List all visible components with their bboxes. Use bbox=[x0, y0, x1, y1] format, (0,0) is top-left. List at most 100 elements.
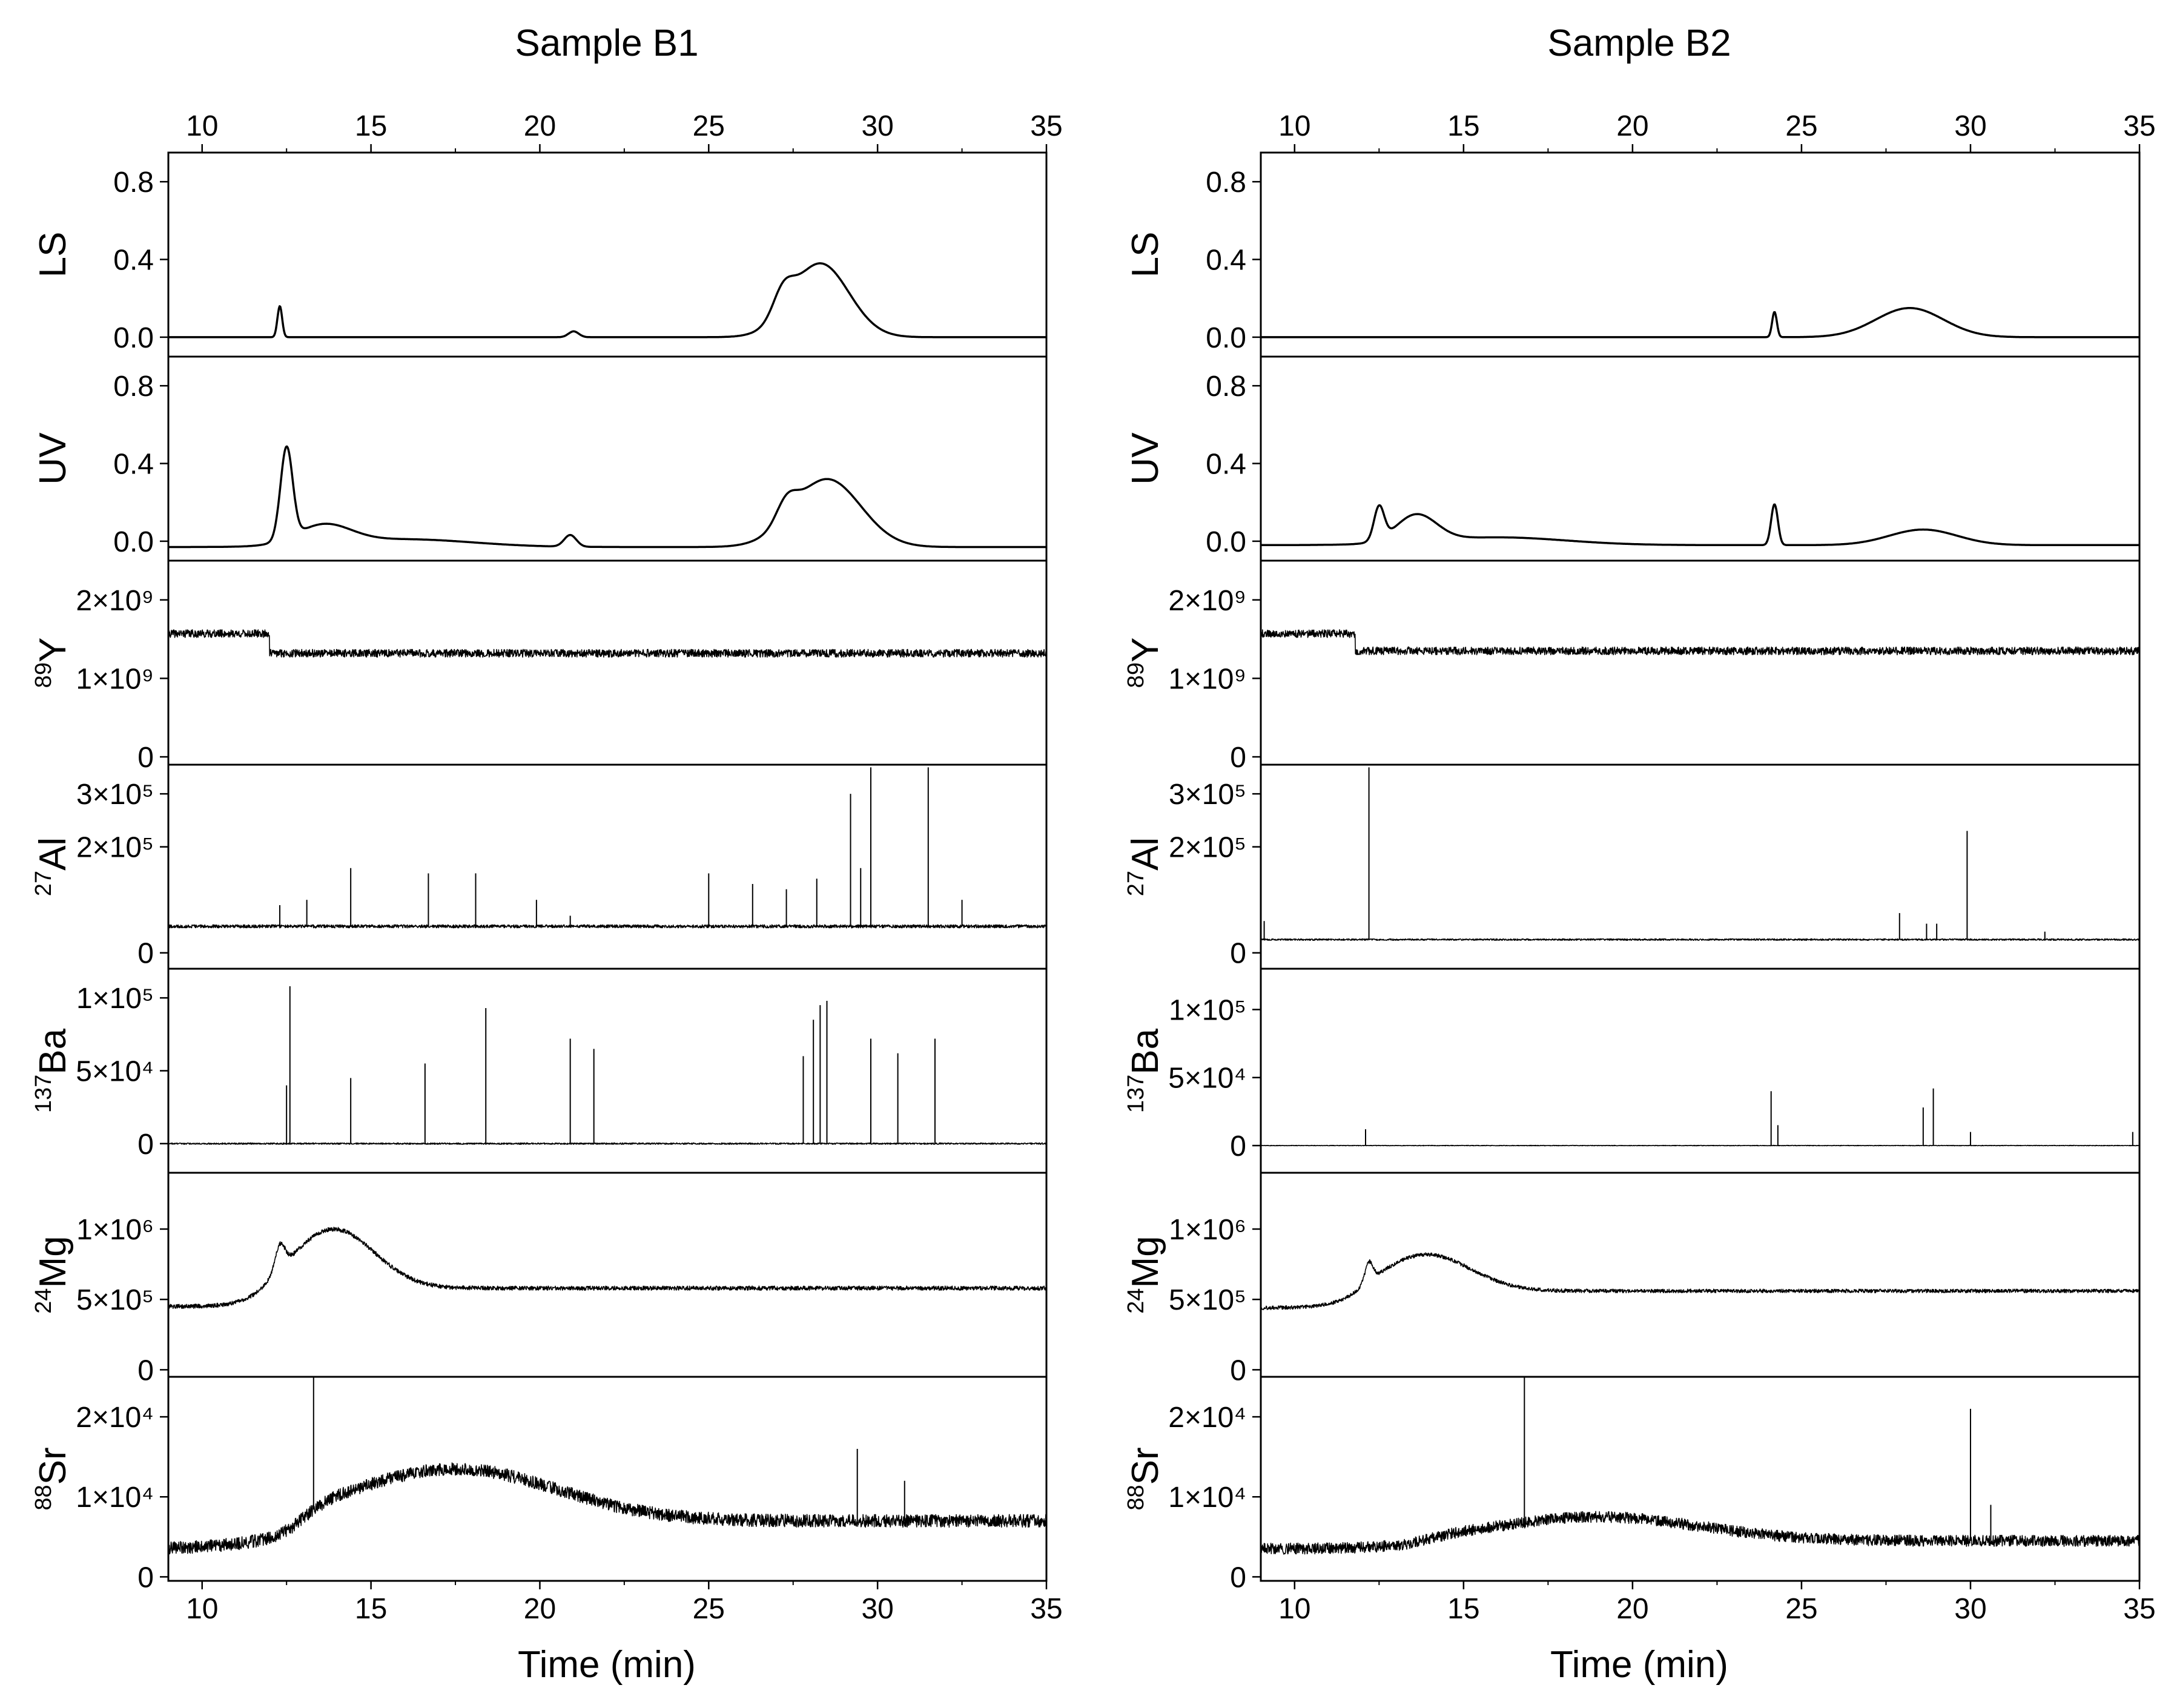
x-tick-label-top: 30 bbox=[861, 110, 893, 142]
y-axis-label: 27Al bbox=[31, 837, 74, 896]
x-tick-label-bottom: 20 bbox=[524, 1593, 556, 1625]
y-tick-label: 2×10⁴ bbox=[1168, 1402, 1246, 1434]
y-tick-label: 0 bbox=[137, 742, 154, 774]
y-tick-label: 2×10⁴ bbox=[76, 1402, 154, 1434]
series-line bbox=[1260, 629, 2140, 656]
y-tick-label: 0.0 bbox=[113, 322, 154, 354]
panel-frame bbox=[1260, 355, 2141, 562]
panel-frame bbox=[167, 1172, 1048, 1378]
panel-frame bbox=[167, 968, 1048, 1174]
x-tick-label-bottom: 20 bbox=[1616, 1593, 1648, 1625]
y-tick-label: 2×10⁹ bbox=[1168, 585, 1246, 617]
panel-frame bbox=[167, 151, 1048, 358]
y-tick-label: 0.8 bbox=[1206, 167, 1246, 199]
x-tick-label-top: 25 bbox=[693, 110, 725, 142]
x-tick-label-top: 35 bbox=[1030, 110, 1062, 142]
series-line bbox=[1260, 307, 2140, 338]
panel-frame bbox=[1260, 559, 2141, 766]
y-tick-label: 1×10⁶ bbox=[1169, 1214, 1246, 1246]
y-tick-label: 5×10⁵ bbox=[76, 1284, 154, 1316]
series-line bbox=[168, 262, 1047, 338]
x-tick-label-bottom: 30 bbox=[861, 1593, 893, 1625]
x-tick-label-top: 15 bbox=[1447, 110, 1479, 142]
x-tick-label-bottom: 15 bbox=[1447, 1593, 1479, 1625]
series-line bbox=[1260, 503, 2140, 547]
series-line bbox=[168, 1227, 1047, 1309]
y-tick-label: 1×10⁵ bbox=[76, 983, 154, 1015]
y-axis-label: 89Y bbox=[31, 638, 74, 688]
panel-ls: 0.0 0.4 0.8 LS bbox=[1125, 151, 2141, 358]
y-tick-label: 0 bbox=[137, 1354, 154, 1387]
x-tick-label-bottom: 10 bbox=[186, 1593, 218, 1625]
panel-frame bbox=[167, 1376, 1048, 1582]
y-tick-label: 1×10⁴ bbox=[76, 1482, 154, 1514]
y-tick-label: 0.0 bbox=[1206, 526, 1246, 558]
y-tick-label: 0 bbox=[137, 1129, 154, 1161]
series-line bbox=[168, 1462, 1047, 1555]
x-tick-label-top: 35 bbox=[2123, 110, 2155, 142]
y-axis-label: 137Ba bbox=[31, 1028, 74, 1113]
panel-frame bbox=[167, 763, 1048, 970]
series-line bbox=[168, 445, 1047, 549]
y-tick-label: 0 bbox=[1230, 938, 1246, 970]
series-line bbox=[1260, 1511, 2140, 1555]
y-axis-label: 88Sr bbox=[1123, 1447, 1166, 1510]
y-axis-label: 88Sr bbox=[31, 1447, 74, 1510]
x-tick-label-bottom: 25 bbox=[693, 1593, 725, 1625]
x-tick-label-bottom: 25 bbox=[1785, 1593, 1817, 1625]
y-tick-label: 1×10⁶ bbox=[76, 1214, 154, 1246]
y-axis-label: 24Mg bbox=[31, 1236, 74, 1313]
y-tick-label: 0.0 bbox=[1206, 322, 1246, 354]
y-axis-label: LS bbox=[32, 232, 74, 278]
y-tick-label: 1×10⁴ bbox=[1168, 1482, 1246, 1514]
x-tick-label-top: 30 bbox=[1954, 110, 1986, 142]
panel-uv: 0.0 0.4 0.8 UV bbox=[1125, 355, 2141, 562]
x-tick-label-top: 25 bbox=[1785, 110, 1817, 142]
panel-frame bbox=[167, 355, 1048, 562]
x-tick-label-top: 15 bbox=[355, 110, 387, 142]
y-tick-label: 0 bbox=[137, 938, 154, 970]
y-tick-label: 0 bbox=[1230, 1354, 1246, 1387]
chart-sample-b2: Sample B2 Time (min) 10 15 20 25 30 35 10 15 20 2… bbox=[1123, 22, 2156, 1686]
series-line bbox=[1260, 1252, 2140, 1310]
chart-sample-b1: Sample B1 Time (min) 10 15 20 25 30 35 10 15 20 2… bbox=[31, 22, 1063, 1686]
panel-frame bbox=[1260, 1172, 2141, 1378]
x-axis-label: Time (min) bbox=[1550, 1644, 1728, 1686]
y-tick-label: 0.4 bbox=[113, 245, 154, 277]
y-tick-label: 0 bbox=[1230, 742, 1246, 774]
panel-frame bbox=[1260, 763, 2141, 970]
y-tick-label: 0.8 bbox=[113, 167, 154, 199]
y-axis-label: 89Y bbox=[1123, 638, 1166, 688]
y-tick-label: 2×10⁵ bbox=[1169, 832, 1246, 864]
y-axis-label: UV bbox=[32, 432, 74, 485]
y-tick-label: 3×10⁵ bbox=[1169, 779, 1246, 811]
x-axis-label: Time (min) bbox=[518, 1644, 696, 1686]
panel-frame bbox=[1260, 1376, 2141, 1582]
y-tick-label: 1×10⁹ bbox=[1168, 663, 1246, 695]
x-tick-label-top: 20 bbox=[1616, 110, 1648, 142]
y-tick-label: 0.0 bbox=[113, 526, 154, 558]
x-tick-label-bottom: 15 bbox=[355, 1593, 387, 1625]
panel-frame bbox=[167, 559, 1048, 766]
chart-title: Sample B2 bbox=[1547, 22, 1731, 64]
y-tick-label: 1×10⁹ bbox=[76, 663, 154, 695]
y-tick-label: 0.4 bbox=[113, 449, 154, 481]
y-tick-label: 0.8 bbox=[113, 371, 154, 403]
y-tick-label: 0.4 bbox=[1206, 449, 1246, 481]
x-tick-label-bottom: 30 bbox=[1954, 1593, 1986, 1625]
y-tick-label: 0.8 bbox=[1206, 371, 1246, 403]
y-tick-label: 0 bbox=[1230, 1130, 1246, 1162]
y-tick-label: 2×10⁹ bbox=[76, 585, 154, 617]
y-tick-label: 0 bbox=[1230, 1561, 1246, 1594]
panel-frame bbox=[1260, 151, 2141, 358]
series-line bbox=[1260, 938, 2140, 941]
